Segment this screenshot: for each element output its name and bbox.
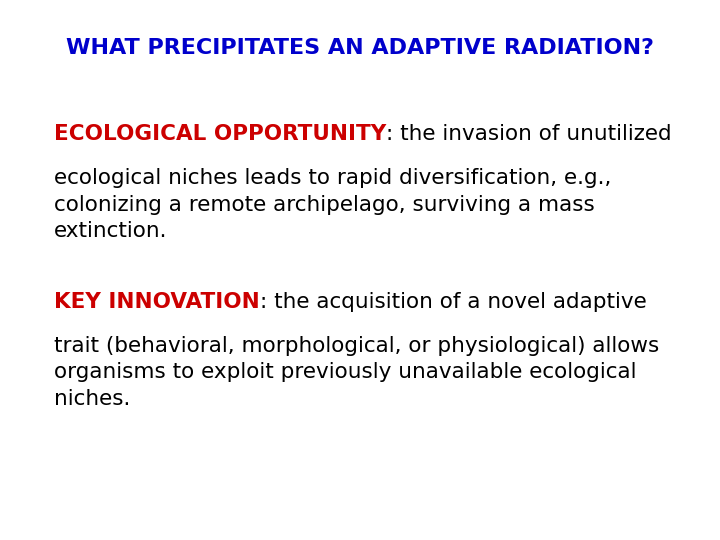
Text: : the acquisition of a novel adaptive: : the acquisition of a novel adaptive: [260, 292, 647, 312]
Text: : the invasion of unutilized: : the invasion of unutilized: [386, 124, 672, 144]
Text: WHAT PRECIPITATES AN ADAPTIVE RADIATION?: WHAT PRECIPITATES AN ADAPTIVE RADIATION?: [66, 38, 654, 58]
Text: ECOLOGICAL OPPORTUNITY: ECOLOGICAL OPPORTUNITY: [54, 124, 386, 144]
Text: trait (behavioral, morphological, or physiological) allows
organisms to exploit : trait (behavioral, morphological, or phy…: [54, 336, 660, 409]
Text: KEY INNOVATION: KEY INNOVATION: [54, 292, 260, 312]
Text: ecological niches leads to rapid diversification, e.g.,
colonizing a remote arch: ecological niches leads to rapid diversi…: [54, 168, 611, 241]
